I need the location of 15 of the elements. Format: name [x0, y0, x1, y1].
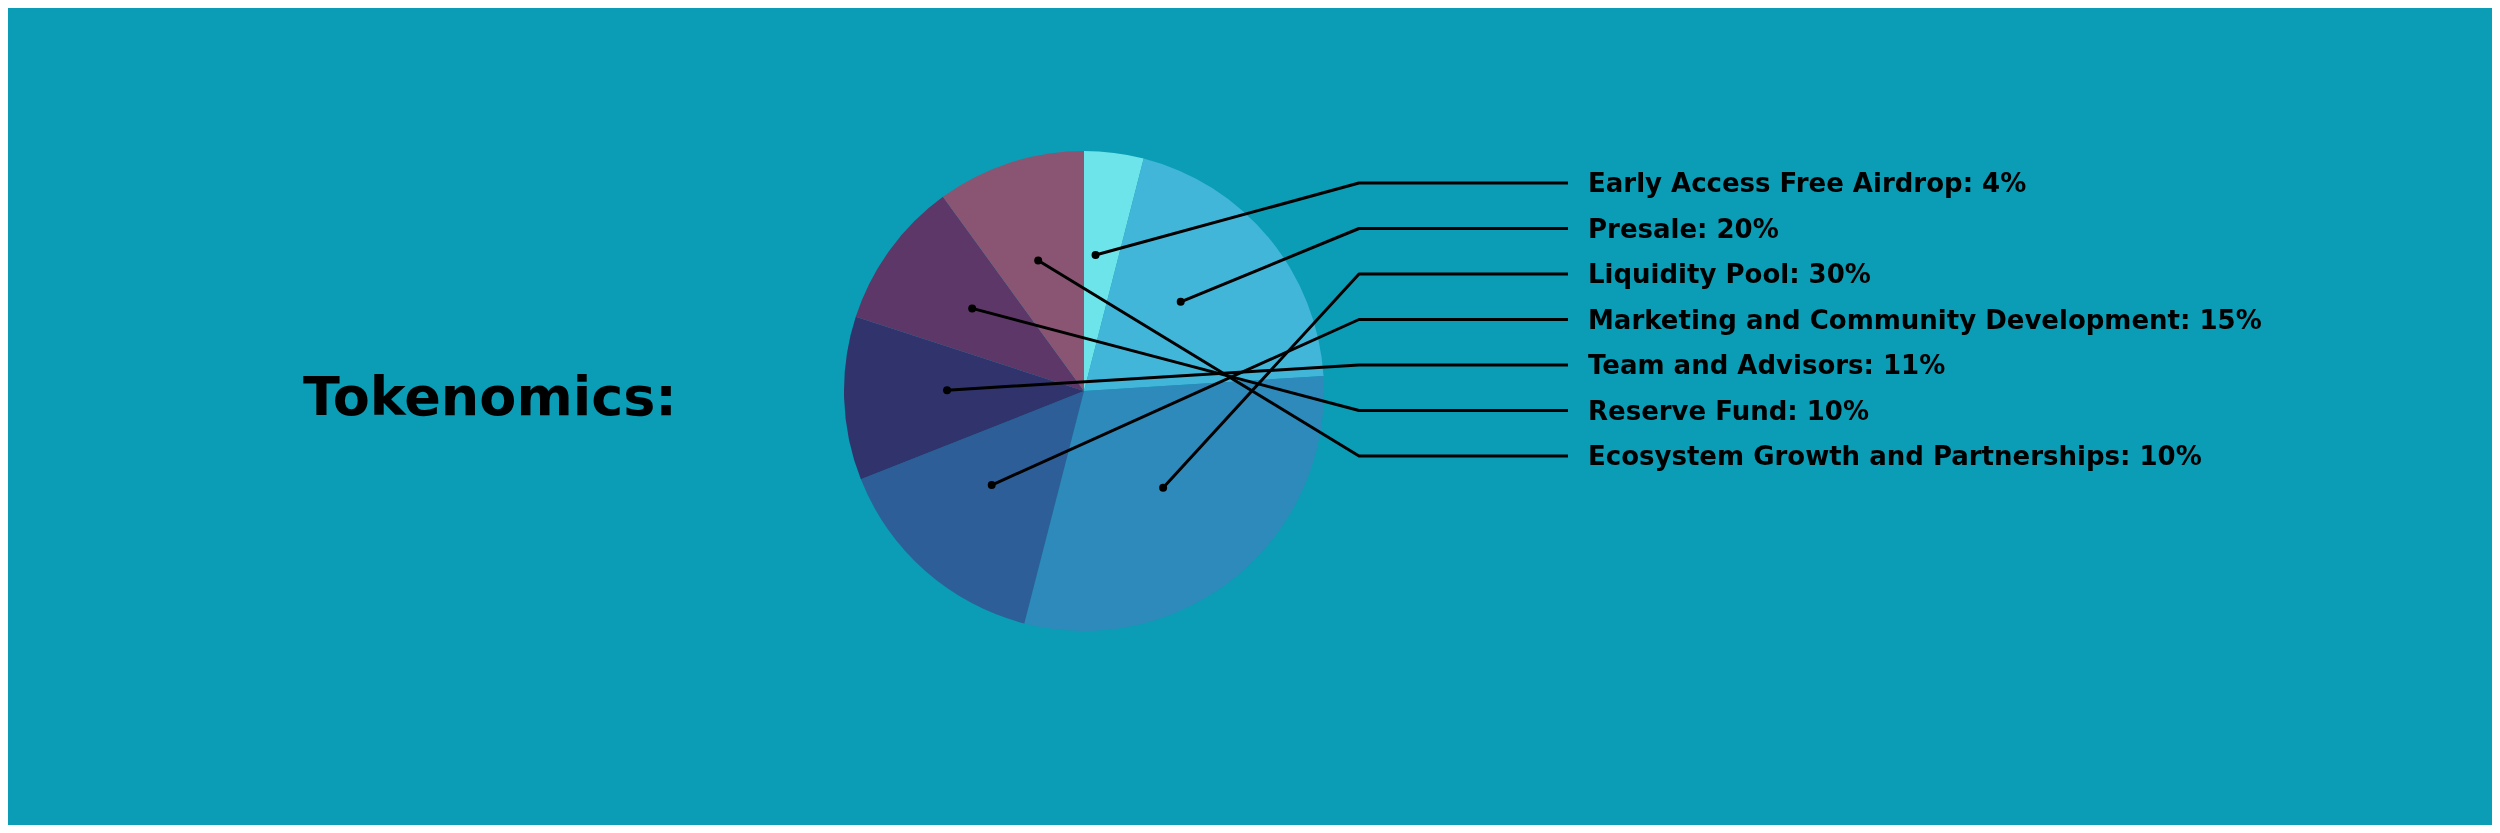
pie-slice	[860, 391, 1084, 624]
slice-label: Liquidity Pool: 30%	[1588, 259, 1871, 289]
pie-slice	[1084, 151, 1144, 391]
pie-slice	[855, 196, 1084, 391]
slice-label: Team and Advisors: 11%	[1588, 350, 1946, 380]
slice-label: Early Access Free Airdrop: 4%	[1588, 168, 2027, 198]
pie-slice	[1084, 158, 1324, 391]
slice-label: Presale: 20%	[1588, 213, 1779, 244]
slice-label: Ecosystem Growth and Partnerships: 10%	[1588, 441, 2202, 471]
slice-label: Marketing and Community Development: 15%	[1588, 304, 2262, 335]
slice-label: Reserve Fund: 10%	[1588, 395, 1869, 426]
text: Tokenomics:	[303, 364, 677, 428]
pie-slice	[1024, 375, 1324, 631]
pie-slice	[942, 151, 1084, 391]
pie-slice	[844, 316, 1084, 480]
